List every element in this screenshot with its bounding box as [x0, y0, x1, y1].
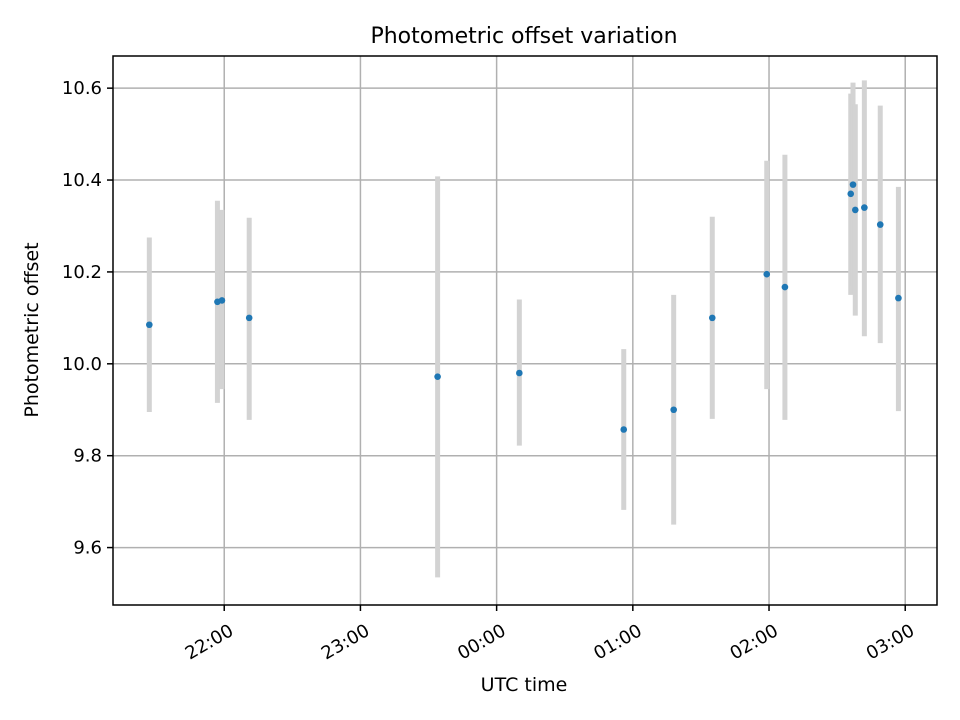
y-tick-label: 9.6 [73, 538, 102, 559]
x-tick-label: 23:00 [318, 620, 373, 664]
data-point [218, 297, 226, 304]
x-tick-label: 00:00 [454, 620, 509, 664]
plot-frame [112, 55, 938, 606]
axis-ticks: 22:00 23:00 00:00 01:00 02:00 03:00 9.6 9.8 10.0… [62, 78, 918, 664]
data-point [434, 373, 441, 380]
x-tick-label: 02:00 [726, 620, 781, 664]
y-tick-label: 10.0 [62, 354, 102, 375]
data-point [516, 369, 523, 377]
chart-title: Photometric offset variation [370, 24, 677, 49]
x-tick-label: 22:00 [182, 620, 237, 664]
data-point [895, 294, 902, 302]
error-bars [146, 80, 901, 578]
y-axis-label: Photometric offset [21, 242, 43, 417]
y-tick-label: 10.2 [62, 262, 102, 283]
data-point [620, 426, 628, 433]
data-point [781, 283, 789, 291]
data-point [763, 270, 771, 278]
y-tick-label: 9.8 [73, 446, 102, 467]
y-tick-label: 10.6 [62, 78, 102, 99]
data-point [245, 314, 253, 322]
x-tick-label: 03:00 [863, 620, 918, 664]
data-points [146, 181, 902, 433]
y-tick-label: 10.4 [62, 170, 102, 191]
x-axis-label: UTC time [481, 674, 568, 696]
data-point [708, 314, 716, 322]
data-point [146, 321, 153, 329]
data-point [851, 206, 859, 214]
data-point [876, 221, 884, 228]
data-point [849, 181, 857, 188]
data-point [861, 204, 868, 211]
grid-lines [113, 56, 937, 605]
data-point [670, 406, 677, 414]
data-point [847, 190, 855, 198]
x-tick-label: 01:00 [590, 620, 645, 664]
